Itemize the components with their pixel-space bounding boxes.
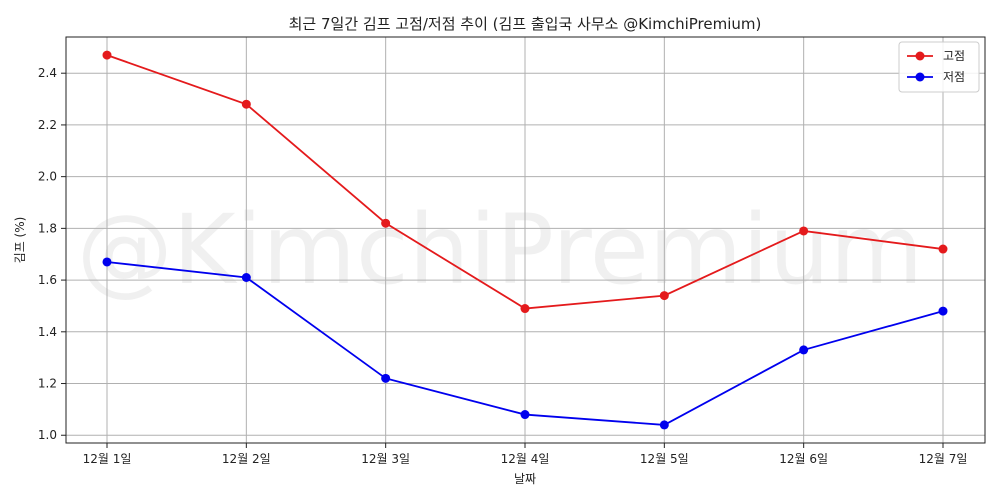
y-tick-label: 1.6: [38, 273, 57, 287]
data-point: [799, 345, 809, 355]
data-point: [659, 420, 669, 430]
legend-marker: [915, 51, 925, 61]
legend-box: [898, 41, 980, 93]
data-point: [659, 291, 669, 301]
data-point: [241, 99, 251, 109]
data-point: [938, 244, 948, 254]
x-tick-label: 12월 2일: [222, 452, 271, 466]
series-high: [102, 50, 948, 314]
x-tick-label: 12월 1일: [83, 452, 132, 466]
legend-label: 저점: [943, 70, 965, 84]
series-layer: [102, 50, 948, 430]
y-tick-label: 2.0: [38, 170, 57, 184]
watermark-text: @KimchiPremium: [77, 194, 924, 306]
x-tick-label: 12월 6일: [779, 452, 828, 466]
data-point: [520, 410, 530, 420]
x-tick-label: 12월 7일: [919, 452, 968, 466]
x-tick-label: 12월 4일: [501, 452, 550, 466]
data-point: [799, 226, 809, 236]
data-point: [381, 218, 391, 228]
data-point: [520, 304, 530, 314]
series-low: [102, 257, 948, 430]
y-tick-label: 1.0: [38, 428, 57, 442]
y-tick-label: 2.4: [38, 66, 57, 80]
y-axis-label: 김프 (%): [13, 217, 27, 264]
x-axis-label: 날짜: [514, 472, 536, 486]
y-tick-label: 1.8: [38, 221, 57, 235]
grid-lines: [66, 37, 985, 443]
legend-marker: [915, 72, 925, 82]
y-tick-label: 1.2: [38, 377, 57, 391]
x-tick-label: 12월 3일: [361, 452, 410, 466]
data-point: [938, 306, 948, 316]
data-point: [102, 257, 112, 267]
y-tick-label: 2.2: [38, 118, 57, 132]
chart-title: 최근 7일간 김프 고점/저점 추이 (김프 출입국 사무소 @KimchiPr…: [289, 15, 762, 33]
axis-ticks: 12월 1일 12월 2일 12월 3일 12월 4일 12월 5일 12월 6일 12월 …: [38, 66, 968, 466]
data-point: [241, 272, 251, 282]
data-point: [102, 50, 112, 60]
legend-label: 고점: [943, 49, 965, 63]
y-tick-label: 1.4: [38, 325, 57, 339]
data-point: [381, 373, 391, 383]
x-tick-label: 12월 5일: [640, 452, 689, 466]
